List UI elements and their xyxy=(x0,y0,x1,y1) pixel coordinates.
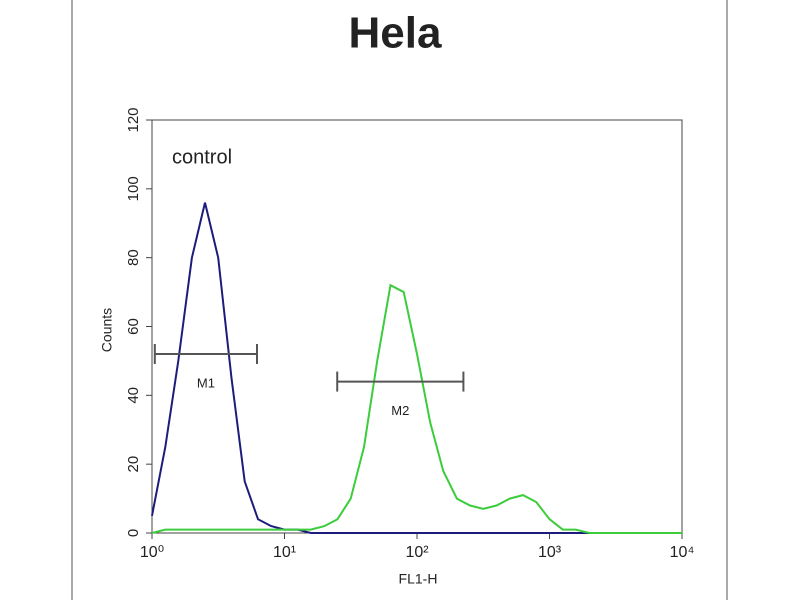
x-tick-label: 10⁰ xyxy=(140,544,164,561)
x-tick-label: 10⁴ xyxy=(670,544,695,561)
series-line xyxy=(151,283,682,534)
y-tick-label: 100 xyxy=(125,176,142,201)
y-axis-label: Counts xyxy=(99,308,115,352)
chart-title: Hela xyxy=(349,9,442,58)
x-tick-label: 10¹ xyxy=(273,544,296,561)
x-axis-label: FL1-H xyxy=(399,571,438,587)
y-tick-label: 120 xyxy=(125,107,142,132)
plot-frame xyxy=(151,119,683,534)
gate-label: M2 xyxy=(391,403,409,418)
y-tick-label: 20 xyxy=(125,456,142,473)
series-line xyxy=(151,202,682,534)
x-tick-label: 10³ xyxy=(538,544,562,561)
y-tick-label: 60 xyxy=(125,318,142,335)
y-tick-label: 80 xyxy=(125,249,142,266)
y-tick-label: 0 xyxy=(125,529,142,537)
x-tick-label: 10² xyxy=(405,544,429,561)
annotation: control xyxy=(172,146,232,168)
gate-label: M1 xyxy=(197,375,215,390)
y-tick-label: 40 xyxy=(125,387,142,404)
